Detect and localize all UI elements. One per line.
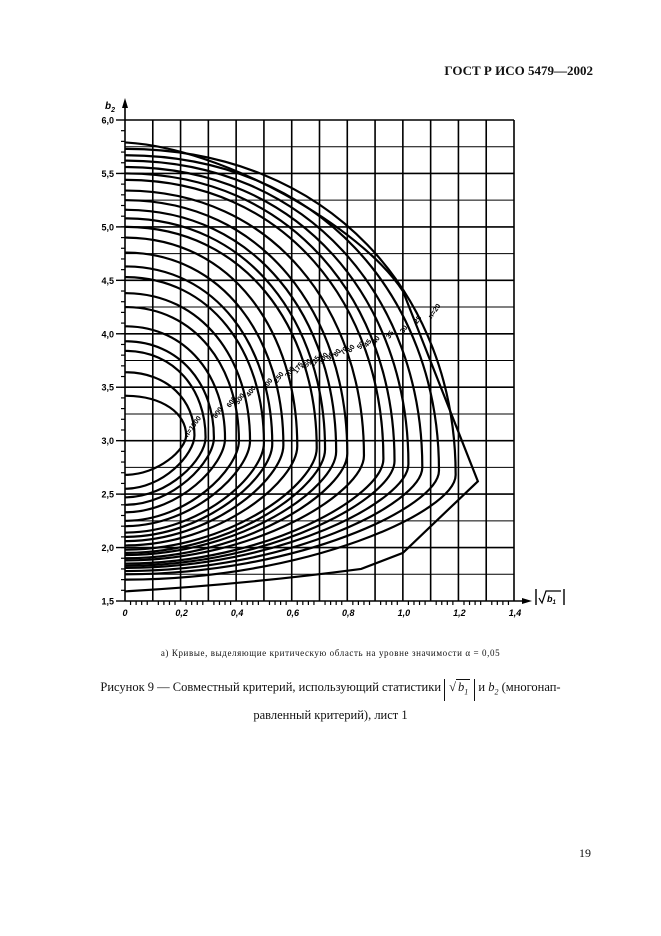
caption-line2: равленный критерий), лист 1 xyxy=(253,707,408,722)
page-number: 19 xyxy=(579,846,591,860)
curve-label: 40 xyxy=(372,335,382,345)
y-tick-label: 6,0 xyxy=(101,116,114,126)
curve-label: 90 xyxy=(326,351,336,361)
critical-curve xyxy=(124,349,207,499)
caption-text: Рисунок 9 — Совместный критерий, использ… xyxy=(100,680,442,694)
critical-curve xyxy=(124,265,274,538)
y-tick-label: 1,5 xyxy=(101,597,114,607)
y-tick-label: 2,5 xyxy=(101,490,114,500)
figure-caption: Рисунок 9 — Совместный критерий, использ… xyxy=(0,676,661,726)
sqrt-icon: √ xyxy=(449,680,457,694)
figure-subcaption: а) Кривые, выделяющие критическую област… xyxy=(160,648,501,658)
curve-label: 70 xyxy=(340,346,350,356)
critical-curve xyxy=(124,340,216,506)
x-tick-label: 0,4 xyxy=(231,608,244,618)
x-tick-label: 0,8 xyxy=(342,608,355,618)
x-tick-label: 1,2 xyxy=(453,608,466,618)
critical-curve xyxy=(124,172,396,567)
chart-axes: 0 0,2 0,4 0,6 0,8 1,0 1,2 1,4 1,5 2,0 2,5 3,0 3,5 4,0… xyxy=(101,98,565,618)
y-tick-label: 3,0 xyxy=(101,436,114,446)
y-tick-label: 3,5 xyxy=(101,383,114,393)
y-axis-label: b2 xyxy=(105,101,115,114)
x-tick-label: 0,2 xyxy=(175,608,188,618)
critical-curve xyxy=(124,165,410,569)
curve-label: 80 xyxy=(333,348,343,358)
critical-curve xyxy=(124,208,338,557)
critical-curve xyxy=(124,141,480,593)
critical-curve xyxy=(124,159,424,573)
y-tick-label: 5,0 xyxy=(101,222,114,232)
y-tick-label: 5,5 xyxy=(101,169,114,179)
curve-label: 50 xyxy=(356,340,366,350)
chart-curves xyxy=(124,141,480,593)
critical-curve xyxy=(124,325,227,514)
curve-label: 25 xyxy=(413,315,423,325)
critical-curve xyxy=(124,371,196,490)
svg-text:b1: b1 xyxy=(547,594,557,606)
critical-curve xyxy=(124,189,366,562)
critical-curve xyxy=(124,178,385,565)
critical-curve xyxy=(124,251,285,543)
chart-grid xyxy=(125,119,515,601)
sqrt-icon xyxy=(538,590,561,605)
document-header: ГОСТ Р ИСО 5479—2002 xyxy=(444,63,593,78)
critical-curve xyxy=(124,394,188,476)
caption-and: и xyxy=(478,680,486,694)
critical-curve xyxy=(124,147,457,581)
curve-label: 250 xyxy=(273,371,285,385)
b2-symbol: b2 xyxy=(488,680,499,697)
critical-curve xyxy=(124,305,241,522)
y-tick-label: 4,5 xyxy=(101,276,114,286)
curve-label: n=20 xyxy=(427,303,442,320)
y-tick-label: 4,0 xyxy=(101,329,114,339)
curve-label: 30 xyxy=(399,324,409,334)
critical-curve xyxy=(124,199,349,560)
critical-curve xyxy=(124,276,266,534)
curve-labels: n=10008006005004003002502001751501251009… xyxy=(184,303,443,439)
critical-curve xyxy=(124,225,318,551)
curve-label: 60 xyxy=(347,344,357,354)
curve-label: 35 xyxy=(385,330,395,340)
x-axis-arrow-icon xyxy=(522,598,532,604)
chart-container: 0 0,2 0,4 0,6 0,8 1,0 1,2 1,4 1,5 2,0 2,5 3,0 3,5 4,0… xyxy=(101,98,565,618)
y-tick-label: 2,0 xyxy=(101,543,114,553)
abs-sqrt-b1-symbol: √ b1 xyxy=(444,679,476,701)
x-axis-label: b1 xyxy=(535,589,565,606)
x-tick-label: 0,6 xyxy=(286,608,300,618)
caption-text-cont: (многонап- xyxy=(501,680,561,694)
critical-region-chart: 0 0,2 0,4 0,6 0,8 1,0 1,2 1,4 1,5 2,0 2,5 3,0 3,5 4,0… xyxy=(101,98,565,618)
x-tick-label: 1,0 xyxy=(398,608,411,618)
critical-curve xyxy=(124,236,299,547)
x-tick-label: 1,4 xyxy=(509,608,522,618)
x-tick-label: 0 xyxy=(122,608,127,618)
critical-curve xyxy=(124,217,327,554)
curve-label: 45 xyxy=(363,338,373,348)
critical-curve xyxy=(124,292,252,528)
y-axis-arrow-icon xyxy=(122,98,128,108)
